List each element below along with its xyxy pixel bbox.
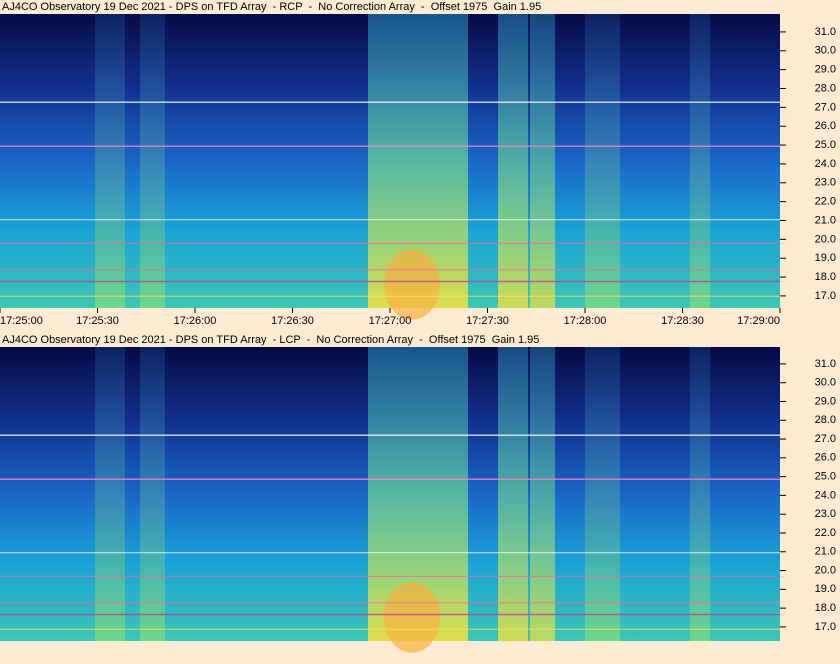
y-tick-label: 18.0 [815,271,836,283]
emission-band [140,347,165,641]
y-tick-label: 17.0 [815,290,836,302]
emission-core [384,249,440,320]
x-tick-label: 17:27:30 [466,315,509,327]
y-tick-label: 30.0 [815,45,836,57]
y-tick-label: 19.0 [815,583,836,595]
emission-band [140,14,165,308]
emission-band [530,14,555,308]
y-tick-label: 25.0 [815,139,836,151]
y-tick-label: 30.0 [815,377,836,389]
y-tick-label: 27.0 [815,433,836,445]
y-tick-label: 23.0 [815,177,836,189]
y-tick-label: 26.0 [815,452,836,464]
y-tick-label: 29.0 [815,64,836,76]
y-tick-label: 17.0 [815,621,836,633]
x-tick-label: 17:28:30 [661,315,704,327]
x-tick-label: 17:26:30 [271,315,314,327]
y-tick-label: 31.0 [815,358,836,370]
y-tick-label: 19.0 [815,252,836,264]
x-tick-label: 17:27:00 [369,315,412,327]
y-tick-label: 28.0 [815,82,836,94]
y-tick-label: 26.0 [815,120,836,132]
y-tick-label: 21.0 [815,546,836,558]
y-tick-label: 22.0 [815,527,836,539]
x-tick-label: 17:29:00 [737,315,780,327]
emission-band [690,14,710,308]
y-tick-label: 31.0 [815,26,836,38]
y-tick-label: 23.0 [815,508,836,520]
y-tick-label: 24.0 [815,489,836,501]
y-tick-label: 25.0 [815,471,836,483]
y-tick-label: 21.0 [815,214,836,226]
y-tick-label: 29.0 [815,395,836,407]
emission-band [498,14,528,308]
y-tick-label: 27.0 [815,101,836,113]
y-tick-label: 24.0 [815,158,836,170]
panel-title: AJ4CO Observatory 19 Dec 2021 - DPS on T… [2,334,539,346]
emission-band [585,14,620,308]
x-tick-label: 17:25:30 [76,315,119,327]
emission-band [690,347,710,641]
emission-band [95,14,125,308]
y-tick-label: 18.0 [815,602,836,614]
y-tick-label: 20.0 [815,233,836,245]
emission-core [384,582,440,653]
y-tick-label: 20.0 [815,564,836,576]
y-tick-label: 28.0 [815,414,836,426]
x-tick-label: 17:25:00 [0,315,43,327]
y-tick-label: 22.0 [815,196,836,208]
emission-band [498,347,528,641]
emission-band [530,347,555,641]
emission-band [95,347,125,641]
emission-band [585,347,620,641]
x-tick-label: 17:28:00 [564,315,607,327]
panel-title: AJ4CO Observatory 19 Dec 2021 - DPS on T… [2,1,541,13]
x-tick-label: 17:26:00 [174,315,217,327]
